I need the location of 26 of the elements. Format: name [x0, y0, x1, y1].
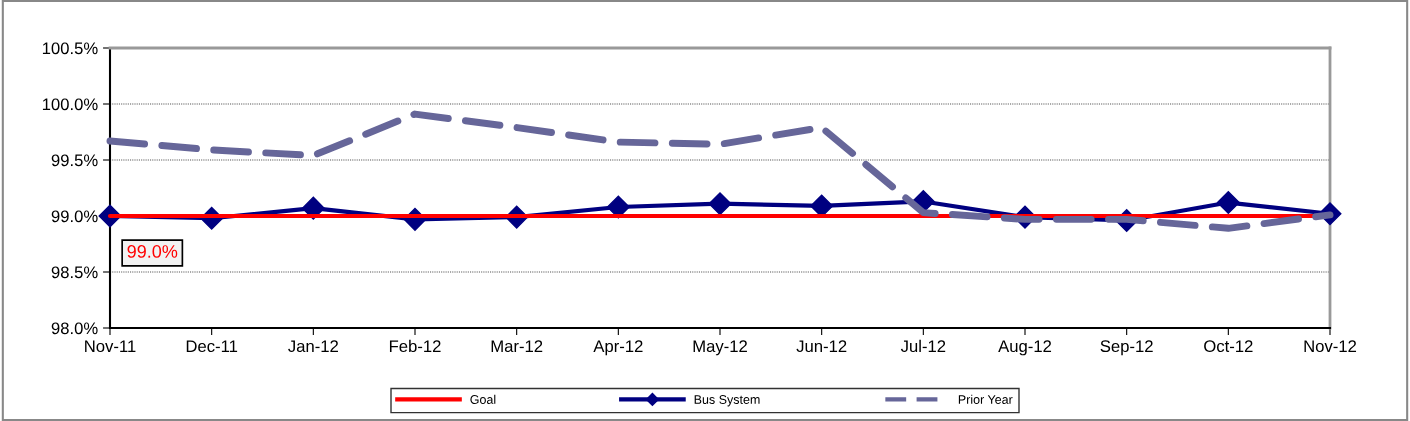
legend-label: Goal — [470, 394, 496, 404]
x-tick-label: Nov-11 — [85, 340, 136, 353]
y-tick-label: 100.0% — [42, 98, 98, 111]
y-tick-label: 100.5% — [42, 42, 98, 55]
x-tick-label: May-12 — [693, 340, 747, 356]
x-tick-label: Jul-12 — [900, 339, 946, 353]
point — [606, 195, 630, 219]
x-tick-label: Mar-12 — [491, 340, 543, 353]
y-tick-label: 99.5% — [51, 154, 98, 167]
legend-label: Prior Year — [958, 394, 1013, 404]
legend-label: Bus System — [694, 395, 760, 407]
y-tick-label: 98.0% — [51, 322, 98, 335]
x-tick-label: Aug-12 — [998, 340, 1052, 356]
x-tick-label: Apr-12 — [593, 340, 643, 356]
point — [1216, 191, 1240, 215]
x-tick-label: Nov-12 — [1304, 340, 1357, 353]
y-tick-label: 98.5% — [51, 266, 98, 279]
y-tick-label: 99.0% — [51, 210, 98, 223]
x-tick-label: Jan-12 — [288, 340, 338, 353]
x-tick-label: Oct-12 — [1204, 340, 1253, 353]
point — [708, 192, 732, 216]
x-tick-label: Sep-12 — [1100, 340, 1153, 356]
x-tick-label: Jun-12 — [796, 340, 847, 353]
annotation: 99.0% — [127, 245, 178, 258]
x-tick-label: Feb-12 — [389, 339, 441, 353]
x-tick-label: Dec-11 — [186, 340, 238, 353]
